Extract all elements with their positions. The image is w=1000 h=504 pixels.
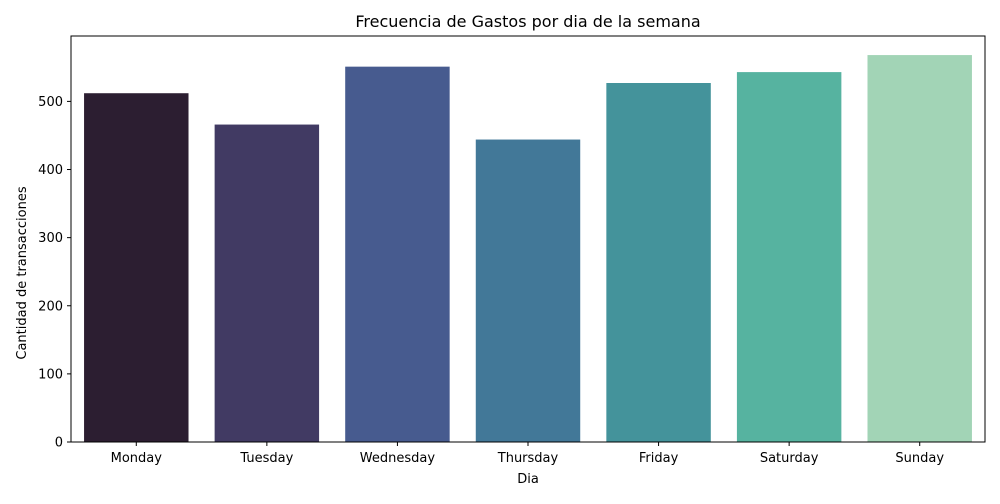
y-axis: 0 100 200 300 400 500 <box>38 95 71 451</box>
bar-tuesday <box>214 124 320 443</box>
x-tick-label: Wednesday <box>360 451 436 466</box>
x-tick-label: Monday <box>111 451 163 466</box>
x-tick-label: Thursday <box>497 451 559 466</box>
x-axis-label: Dia <box>517 472 539 487</box>
y-tick-label: 300 <box>38 231 63 246</box>
x-tick-label: Tuesday <box>239 451 293 466</box>
bar-sunday <box>867 55 972 443</box>
y-tick-label: 100 <box>38 367 63 382</box>
y-axis-label: Cantidad de transacciones <box>15 186 30 359</box>
y-tick-label: 0 <box>55 436 63 451</box>
x-tick-label: Sunday <box>895 451 944 466</box>
bar-wednesday <box>345 66 450 443</box>
y-tick-label: 200 <box>38 299 63 314</box>
bar-thursday <box>475 139 581 442</box>
x-axis: Monday Tuesday Wednesday Thursday Friday Satu… <box>111 442 944 466</box>
chart-title: Frecuencia de Gastos por dia de la seman… <box>355 12 700 31</box>
bar-monday <box>84 93 189 443</box>
x-tick-label: Saturday <box>760 451 819 466</box>
bar-saturday <box>736 72 842 442</box>
bars-layer <box>84 55 972 443</box>
plot-frame <box>70 35 986 443</box>
x-tick-label: Friday <box>639 451 679 466</box>
y-tick-label: 500 <box>38 95 63 110</box>
bar-friday <box>606 83 711 442</box>
y-tick-label: 400 <box>38 163 63 178</box>
